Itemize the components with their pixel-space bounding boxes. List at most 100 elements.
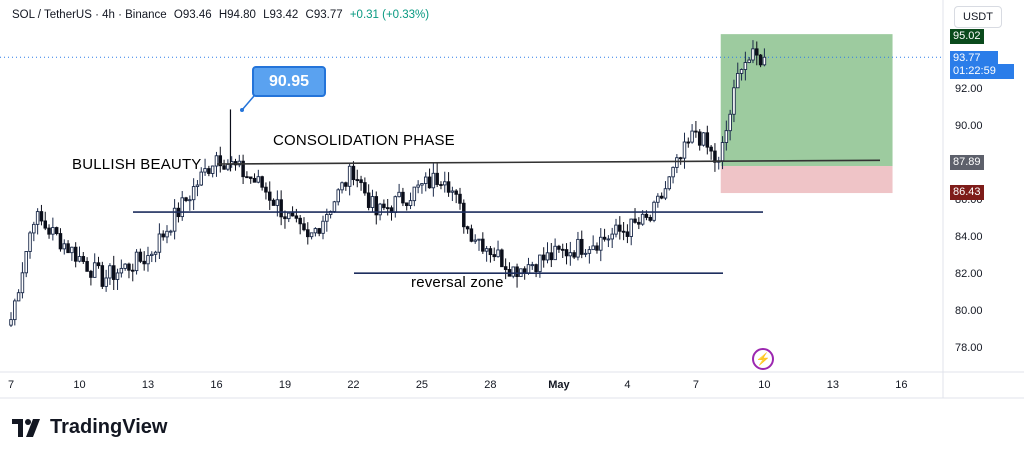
candle[interactable] — [43, 220, 47, 229]
candle[interactable] — [595, 245, 599, 251]
candle[interactable] — [290, 212, 295, 217]
resistance-trendline[interactable] — [216, 159, 881, 165]
candle[interactable] — [199, 171, 203, 186]
candle[interactable] — [248, 176, 253, 179]
candle[interactable] — [161, 233, 165, 238]
candle[interactable] — [755, 48, 759, 56]
candle[interactable] — [374, 196, 379, 216]
candle[interactable] — [309, 232, 314, 238]
bolt-icon[interactable]: ⚡ — [752, 348, 774, 370]
candle[interactable] — [743, 62, 748, 70]
candle[interactable] — [47, 227, 51, 235]
candle[interactable] — [287, 212, 291, 220]
candle[interactable] — [153, 251, 158, 255]
candle[interactable] — [549, 252, 554, 261]
candle[interactable] — [340, 182, 344, 191]
candle[interactable] — [127, 263, 131, 271]
candle[interactable] — [195, 184, 200, 188]
candle[interactable] — [39, 211, 44, 222]
profit-zone[interactable] — [720, 34, 893, 167]
candle[interactable] — [545, 252, 550, 261]
candle[interactable] — [500, 249, 504, 268]
candle[interactable] — [317, 228, 321, 234]
candle[interactable] — [397, 191, 401, 198]
candle[interactable] — [32, 223, 36, 234]
candle[interactable] — [108, 265, 112, 279]
candle[interactable] — [180, 197, 184, 218]
candle[interactable] — [279, 199, 283, 218]
candle[interactable] — [477, 238, 481, 241]
candle[interactable] — [621, 230, 626, 233]
candle[interactable] — [496, 249, 500, 258]
candle[interactable] — [587, 249, 592, 254]
candle[interactable] — [637, 221, 641, 225]
candle[interactable] — [443, 181, 447, 186]
candle[interactable] — [435, 172, 439, 185]
candle[interactable] — [172, 207, 177, 232]
candle[interactable] — [675, 157, 679, 168]
candle[interactable] — [138, 251, 143, 262]
candle[interactable] — [694, 130, 698, 133]
candle[interactable] — [404, 202, 409, 206]
candle[interactable] — [77, 256, 82, 262]
candle[interactable] — [294, 215, 299, 219]
loss-zone[interactable] — [720, 166, 893, 194]
candle[interactable] — [115, 272, 120, 280]
candle[interactable] — [123, 263, 127, 269]
candle[interactable] — [355, 179, 360, 182]
candle[interactable] — [111, 265, 116, 280]
candle[interactable] — [420, 183, 424, 186]
candle[interactable] — [85, 261, 89, 272]
candle[interactable] — [640, 213, 645, 225]
candle[interactable] — [210, 165, 215, 174]
candle[interactable] — [24, 251, 28, 274]
candle[interactable] — [256, 176, 261, 183]
candle[interactable] — [633, 218, 637, 223]
candle[interactable] — [252, 177, 257, 183]
candle[interactable] — [690, 130, 694, 143]
candle[interactable] — [321, 220, 325, 234]
candle[interactable] — [142, 260, 146, 265]
candle[interactable] — [431, 172, 436, 189]
candle[interactable] — [344, 182, 348, 187]
candle[interactable] — [446, 181, 451, 193]
candle[interactable] — [70, 246, 74, 254]
candle[interactable] — [751, 48, 755, 61]
candle[interactable] — [264, 186, 268, 193]
candle[interactable] — [560, 248, 565, 251]
candle[interactable] — [591, 245, 595, 251]
candle[interactable] — [736, 73, 740, 89]
candle[interactable] — [671, 166, 675, 178]
candle[interactable] — [732, 87, 736, 115]
candle[interactable] — [313, 228, 318, 234]
candle[interactable] — [465, 226, 470, 230]
candle[interactable] — [678, 157, 683, 160]
candle[interactable] — [511, 266, 516, 277]
candle[interactable] — [423, 176, 428, 185]
candle[interactable] — [191, 186, 196, 201]
candle[interactable] — [454, 190, 458, 195]
candle[interactable] — [363, 182, 367, 194]
candle[interactable] — [458, 193, 462, 204]
candle[interactable] — [663, 188, 668, 199]
candle[interactable] — [359, 179, 363, 184]
candle[interactable] — [728, 113, 732, 132]
candle[interactable] — [705, 132, 710, 148]
candle[interactable] — [564, 249, 569, 257]
candle[interactable] — [408, 200, 413, 206]
candle[interactable] — [146, 255, 150, 265]
candle[interactable] — [20, 272, 25, 294]
candle[interactable] — [713, 150, 717, 163]
candle[interactable] — [526, 264, 531, 274]
candle[interactable] — [218, 155, 223, 167]
candle[interactable] — [602, 236, 607, 240]
candle[interactable] — [370, 196, 375, 208]
candle[interactable] — [81, 256, 86, 262]
candle[interactable] — [271, 199, 276, 206]
candle[interactable] — [580, 238, 584, 255]
candle[interactable] — [515, 266, 519, 278]
candle[interactable] — [366, 192, 371, 208]
candle[interactable] — [260, 176, 264, 188]
candle[interactable] — [401, 191, 405, 204]
candle[interactable] — [416, 184, 420, 188]
